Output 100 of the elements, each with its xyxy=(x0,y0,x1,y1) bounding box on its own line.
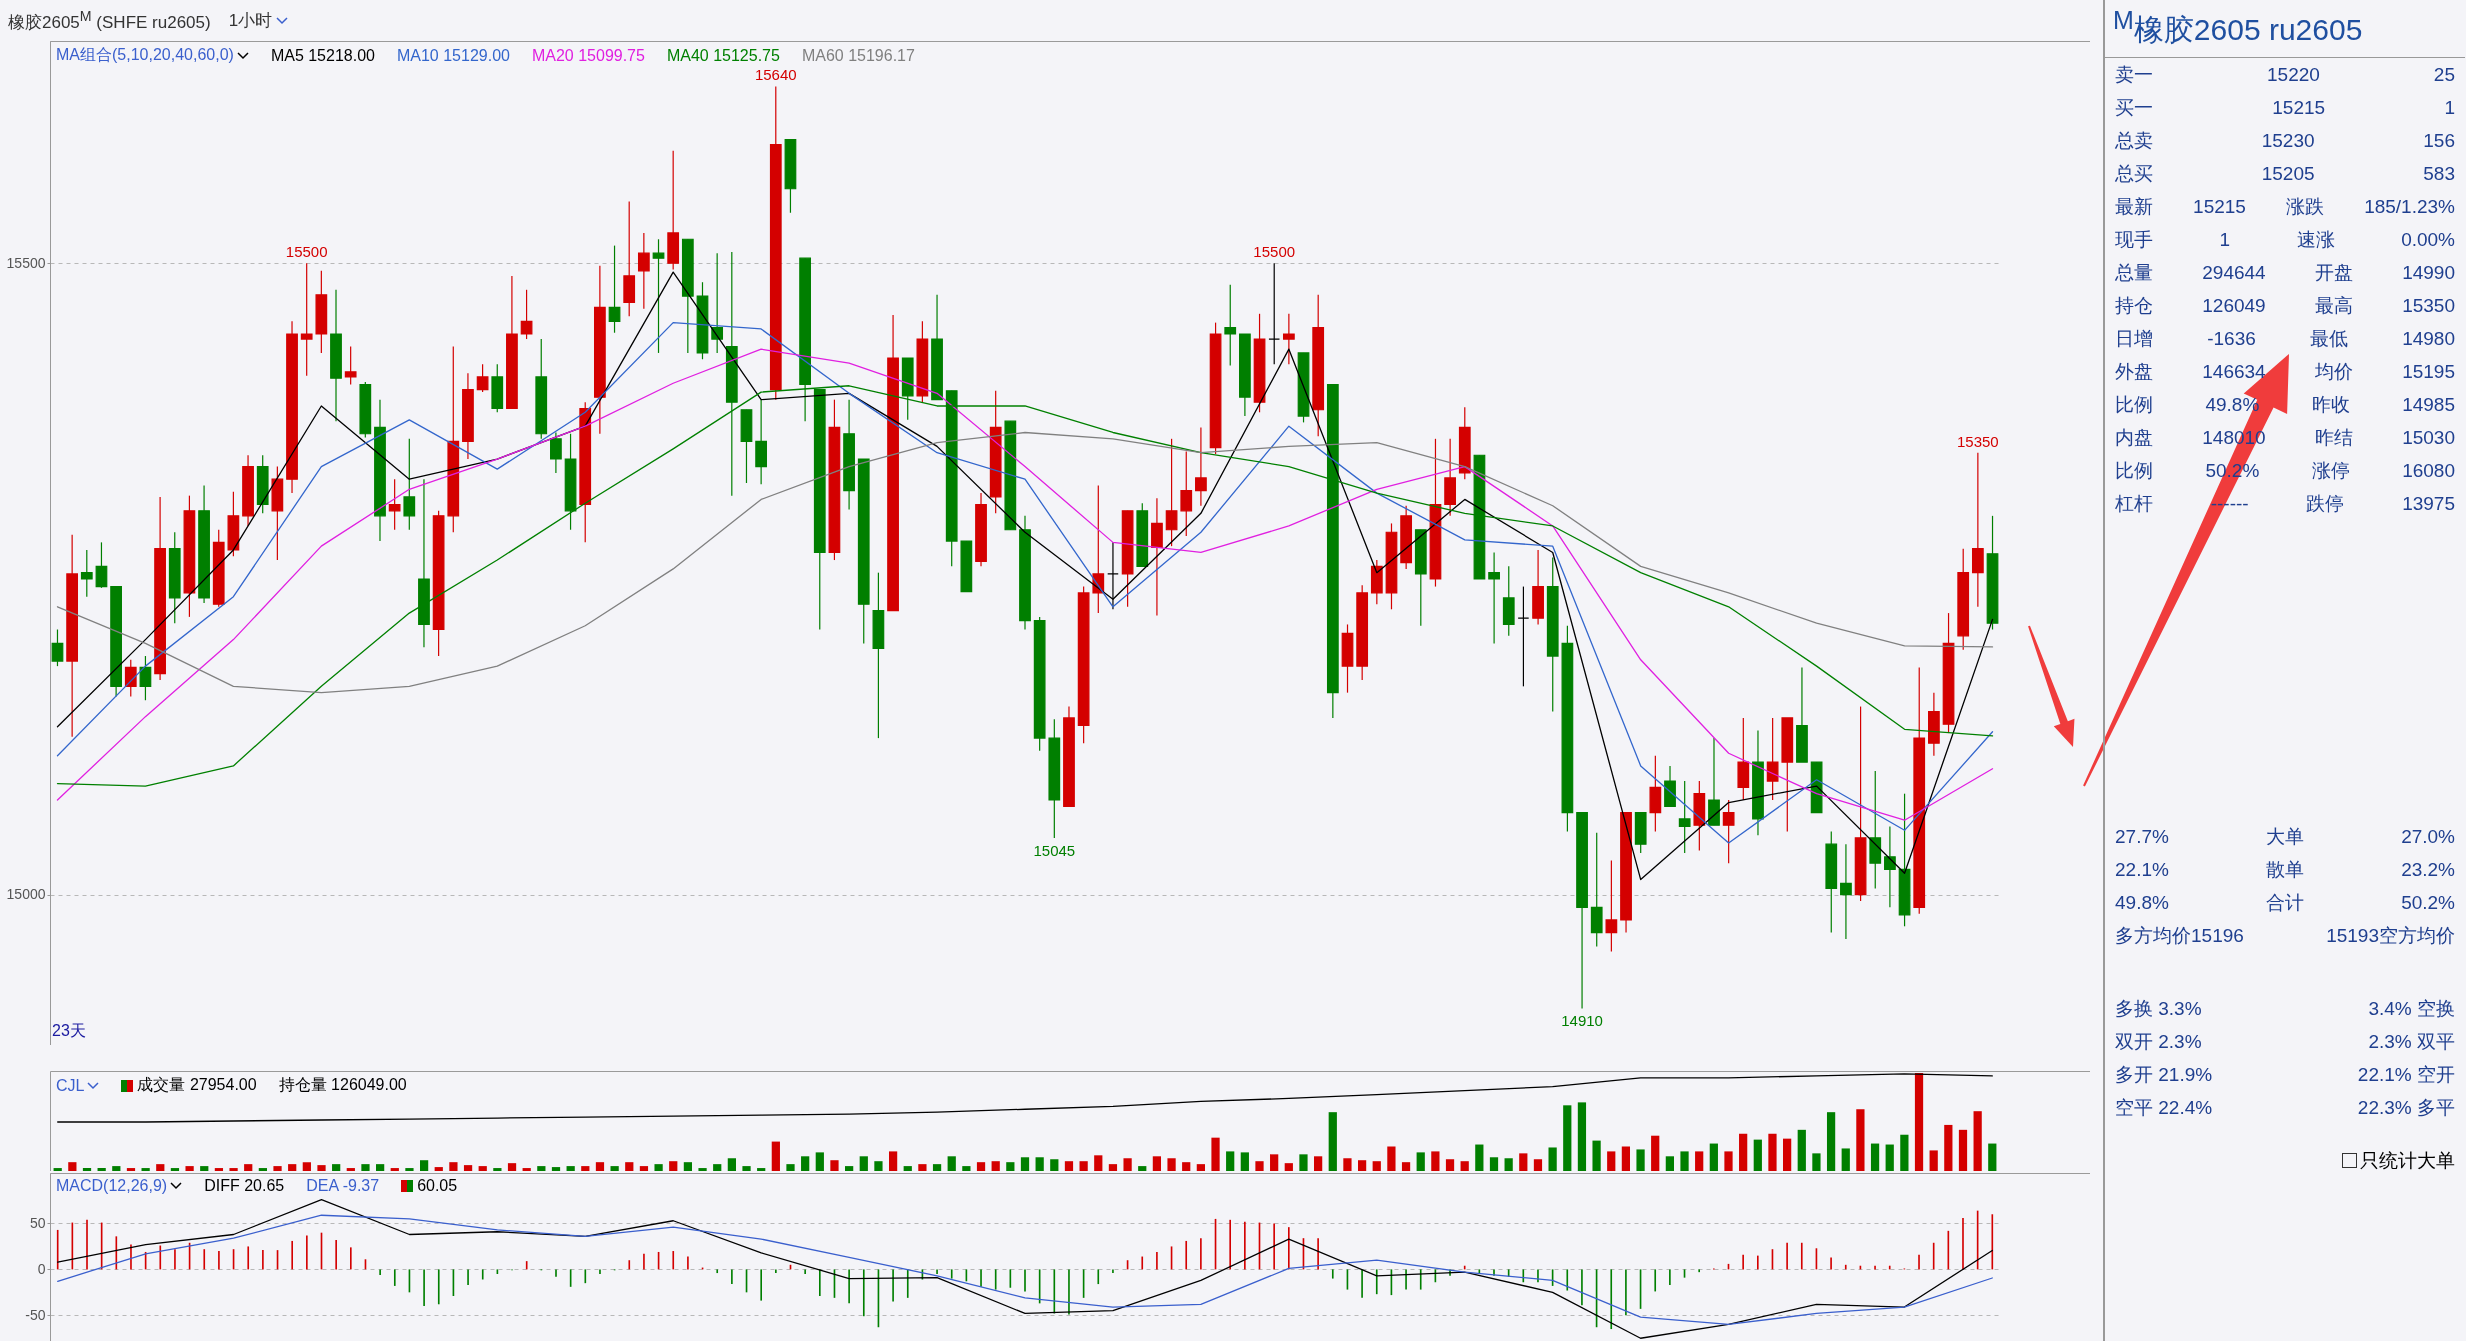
bar xyxy=(1211,1137,1220,1171)
bar xyxy=(507,1163,517,1171)
bar xyxy=(1387,1146,1396,1171)
bar xyxy=(683,1162,693,1171)
bar xyxy=(610,1166,619,1171)
candlestick xyxy=(1165,438,1178,547)
bar xyxy=(595,1162,605,1171)
bar xyxy=(830,1160,839,1171)
text: 杠杆 ------ 跌停 13975 xyxy=(2115,492,2455,514)
annotation: 15350 xyxy=(1957,432,1999,450)
candlestick xyxy=(637,232,650,310)
bar xyxy=(639,1166,649,1171)
candlestick xyxy=(1840,843,1852,940)
bar xyxy=(1460,1161,1469,1171)
candlestick xyxy=(1282,313,1295,365)
bar xyxy=(1724,1151,1733,1171)
bar xyxy=(1636,1149,1645,1171)
candlestick xyxy=(1488,551,1500,644)
bar xyxy=(1914,1072,1924,1171)
bar xyxy=(1929,1150,1938,1171)
bar xyxy=(1709,1143,1718,1171)
bar xyxy=(478,1166,487,1171)
legend-title: MACD(12,26,9) xyxy=(56,1177,168,1195)
bar xyxy=(1885,1144,1894,1171)
bar xyxy=(932,1164,942,1171)
series-label: DEA -9.37 xyxy=(306,1177,380,1195)
candlestick xyxy=(388,478,401,531)
bar xyxy=(1167,1158,1176,1171)
annotation: 15640 xyxy=(754,66,797,84)
bar xyxy=(1665,1156,1674,1171)
candlestick xyxy=(124,659,137,698)
bar xyxy=(786,1164,795,1171)
candlestick xyxy=(1224,284,1237,367)
bar xyxy=(1431,1151,1440,1171)
bar xyxy=(346,1168,355,1171)
bar xyxy=(1753,1139,1762,1171)
bar xyxy=(273,1166,282,1171)
bar xyxy=(859,1156,868,1171)
legend-label: 成交量 27954.00 xyxy=(137,1075,257,1095)
candlestick xyxy=(1268,262,1281,365)
bar xyxy=(332,1164,341,1171)
series-label: 持仓量 126049.00 xyxy=(278,1075,407,1095)
candlestick xyxy=(344,346,357,386)
bar xyxy=(1108,1164,1118,1171)
bar xyxy=(1768,1133,1777,1171)
candlestick xyxy=(1722,799,1735,864)
bar xyxy=(288,1164,297,1171)
candlestick xyxy=(139,655,152,701)
bar xyxy=(214,1168,224,1171)
bar xyxy=(1577,1102,1587,1171)
bar xyxy=(1343,1158,1352,1171)
text: 现手 1 速涨 0.00% xyxy=(2115,228,2455,250)
text: 总买 15205 583 xyxy=(2115,162,2455,184)
bar xyxy=(962,1166,971,1171)
candlestick xyxy=(1971,452,1984,608)
bar xyxy=(1797,1129,1806,1171)
bar xyxy=(1416,1152,1425,1171)
bar xyxy=(1064,1161,1074,1171)
candlestick xyxy=(1605,860,1618,953)
text: 双开 2.3% 2.3% 双平 xyxy=(2115,1030,2455,1052)
bar xyxy=(1563,1105,1572,1171)
bar xyxy=(1826,1112,1836,1171)
bar xyxy=(845,1166,854,1171)
bar xyxy=(757,1168,766,1171)
bar xyxy=(68,1162,77,1171)
annotation: 15500 xyxy=(285,243,328,261)
bar xyxy=(1475,1144,1484,1171)
candlestick xyxy=(1107,541,1119,610)
bar xyxy=(801,1156,810,1171)
candlestick xyxy=(711,252,724,354)
bar xyxy=(1445,1159,1455,1171)
y-tick-label: 50 xyxy=(29,1214,46,1231)
bar xyxy=(669,1161,678,1171)
bar xyxy=(1607,1151,1616,1171)
text: 空平 22.4% 22.3% 多平 xyxy=(2115,1096,2455,1118)
bar xyxy=(1680,1151,1689,1171)
bar xyxy=(888,1151,898,1171)
candlestick xyxy=(403,438,416,531)
legend-label: 60.05 xyxy=(417,1177,458,1195)
bar xyxy=(918,1164,927,1171)
bar xyxy=(317,1165,326,1171)
bar xyxy=(97,1168,106,1171)
bar xyxy=(1094,1155,1103,1171)
bar xyxy=(947,1156,956,1171)
legend-title: MA组合(5,10,20,40,60,0) xyxy=(56,45,234,65)
bar xyxy=(1783,1138,1792,1171)
candlestick xyxy=(95,541,108,589)
text: 总量 294644 开盘 14990 xyxy=(2115,261,2455,283)
bar xyxy=(1255,1161,1264,1171)
bar xyxy=(1695,1151,1704,1171)
bar xyxy=(1504,1158,1513,1171)
text: 最新 15215 涨跌 185/1.23% xyxy=(2115,195,2455,217)
bar xyxy=(1372,1161,1381,1171)
bar xyxy=(229,1168,238,1171)
bar xyxy=(991,1161,1000,1171)
bar xyxy=(463,1165,473,1171)
bar xyxy=(434,1167,443,1171)
bar xyxy=(1401,1162,1411,1171)
text: MA10 15129.00 xyxy=(396,46,510,65)
y-tick-label: 15500 xyxy=(6,254,46,271)
